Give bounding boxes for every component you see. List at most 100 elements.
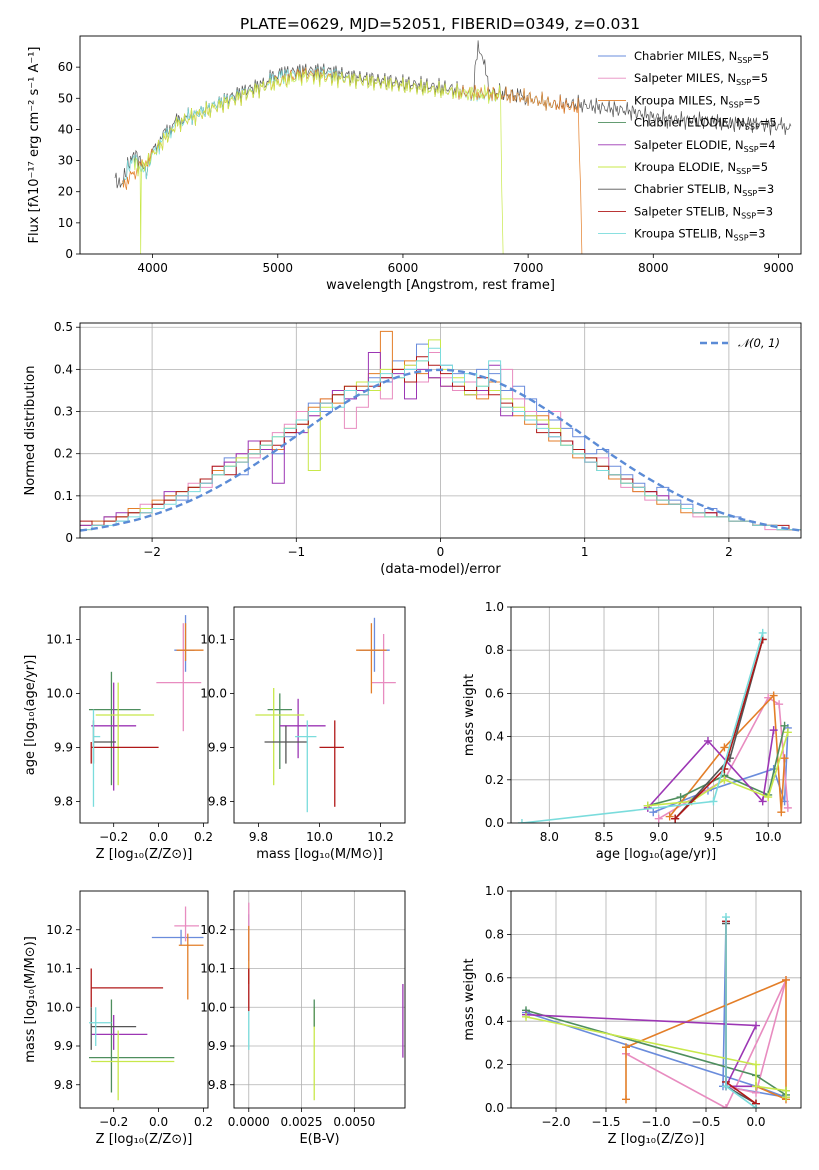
y-tick-label: 50 (58, 91, 73, 105)
y-tick-label: 10.2 (200, 923, 227, 937)
axes-frame (510, 606, 802, 824)
weight-point-0 (649, 808, 658, 817)
ticks-massweight-vs-age: 8.0 8.5 9.0 9.5 10.0 0.0 0.2 0.4 0.6 0.8 1.0 (485, 600, 782, 844)
legend-entry: Salpeter ELODIE, NSSP=4 (634, 138, 776, 154)
grid-mass-vs-ebv (234, 891, 405, 1108)
plot-area-age-vs-Z (88, 615, 204, 807)
y-tick-label: 9.9 (54, 740, 73, 754)
y-tick-label: 0.0 (485, 816, 504, 830)
y-tick-label: 0.4 (485, 730, 504, 744)
figure-title: PLATE=0629, MJD=52051, FIBERID=0349, z=0… (240, 15, 640, 33)
weight-point-2 (665, 812, 674, 821)
plot-layer: 4000 5000 6000 7000 8000 90000102030405060wav… (23, 35, 802, 1147)
x-axis-label: Z [log₁₀(Z/Z⊙)] (96, 847, 193, 862)
legend-entry: Chabrier MILES, NSSP=5 (634, 49, 769, 65)
axes-frame (79, 35, 802, 255)
y-tick-label: 0.2 (485, 1058, 504, 1072)
legend-count: =5 (752, 49, 769, 63)
errorbar-8 (295, 720, 317, 813)
weight-point-5 (764, 793, 773, 802)
weight-point-4 (752, 1021, 760, 1030)
x-tick-label: 8000 (638, 261, 669, 275)
errorbar-5 (95, 682, 155, 786)
y-tick-label: 0.2 (54, 447, 73, 461)
legend-subscript: SSP (744, 145, 759, 154)
legend-subscript: SSP (737, 56, 752, 65)
errorbar-8 (92, 709, 101, 807)
legend-count: =3 (756, 204, 773, 218)
y-tick-label: 40 (58, 122, 73, 136)
ticks-residuals: −2 −1 0 1 2 0 0.1 0.2 0.3 0.4 0.5 (54, 320, 733, 559)
panel-massweight-vs-Z: −2.0 −1.5 −1.0 −0.5 0.0 0.0 0.2 0.4 0.6 0.8 1.0 Z [… (462, 884, 802, 1147)
axes-frame (79, 890, 209, 1109)
legend-count: =3 (757, 182, 774, 196)
x-tick-label: 0.0 (746, 1115, 765, 1129)
plot-area-massweight-vs-Z (511, 891, 801, 1108)
legend-entry: Salpeter MILES, NSSP=5 (634, 71, 768, 87)
legend-count: =5 (751, 160, 768, 174)
spectrum-line-5 (133, 70, 504, 254)
legend-subscript: SSP (729, 100, 744, 109)
legend-count: =4 (759, 138, 776, 152)
weight-point-8 (758, 628, 767, 637)
y-tick-label: 0 (65, 531, 73, 545)
y-tick-label: 10.1 (200, 632, 227, 646)
errorbar-1 (174, 906, 200, 942)
axes-frame (233, 606, 406, 824)
axes-frame (233, 890, 406, 1109)
panel-residuals: −2 −1 0 1 2 0 0.1 0.2 0.3 0.4 0.5 (data-model)/erro… (23, 320, 802, 577)
panel-spectrum: 4000 5000 6000 7000 8000 9000 0 10 20 30 40 50 60 wav… (27, 35, 802, 293)
weight-point-2 (782, 975, 790, 984)
y-axis-label: Flux [fλ10⁻¹⁷ erg cm⁻² s⁻¹ A⁻¹] (27, 47, 42, 244)
weight-point-2 (622, 1095, 630, 1104)
errorbar-2 (178, 933, 204, 1000)
y-tick-label: 10 (58, 216, 73, 230)
weight-point-2 (769, 691, 778, 700)
errorbar-7 (90, 968, 164, 1008)
x-tick-label: 10.0 (755, 830, 782, 844)
y-tick-label: 0.2 (485, 773, 504, 787)
ticks-spectrum: 4000 5000 6000 7000 8000 9000 0 10 20 30 40 50 60 (58, 60, 794, 275)
legend-count: =3 (749, 227, 766, 241)
errorbar-4 (279, 698, 326, 759)
x-tick-label: 9.0 (649, 830, 668, 844)
x-tick-label: 9.5 (704, 830, 723, 844)
y-tick-label: 10.0 (46, 1000, 73, 1014)
y-tick-label: 9.9 (208, 1039, 227, 1053)
weight-point-8 (752, 1104, 760, 1108)
legend-count: =5 (744, 93, 761, 107)
legend-subscript: SSP (742, 189, 757, 198)
panel-massweight-vs-age: 8.0 8.5 9.0 9.5 10.0 0.0 0.2 0.4 0.6 0.8 1.0 age [l… (462, 600, 802, 862)
weight-point-2 (720, 743, 729, 752)
legend-count: =5 (760, 116, 777, 130)
x-tick-label: 0.0050 (333, 1115, 375, 1129)
x-tick-label: 0 (437, 545, 445, 559)
ticks-mass-vs-ebv: 0.0000 0.0025 0.0050 9.8 9.9 10.0 10.1 10.2 (200, 923, 375, 1129)
weight-line-8 (521, 632, 764, 823)
histogram-8 (80, 347, 801, 538)
y-axis-label: mass weight (462, 674, 477, 756)
plot-area-mass-vs-ebv (234, 891, 405, 1108)
weight-line-8 (725, 917, 757, 1108)
y-tick-label: 1.0 (485, 600, 504, 614)
weight-line-4 (647, 729, 775, 809)
plot-area-age-vs-mass (255, 617, 396, 813)
weight-point-5 (783, 728, 792, 737)
errorbar-0 (359, 617, 390, 672)
y-tick-label: 9.8 (208, 794, 227, 808)
y-tick-label: 20 (58, 185, 73, 199)
weight-line-4 (525, 1013, 758, 1088)
y-tick-label: 9.8 (208, 1078, 227, 1092)
y-tick-label: 1.0 (485, 884, 504, 898)
y-tick-label: 0.0 (485, 1101, 504, 1115)
y-tick-label: 30 (58, 154, 73, 168)
errorbar-7 (319, 720, 344, 807)
legend-subscript: SSP (741, 211, 756, 220)
weight-point-8 (722, 1082, 730, 1091)
x-tick-label: 10.2 (367, 830, 394, 844)
weight-point-3 (780, 721, 789, 730)
x-tick-label: 9.8 (249, 830, 268, 844)
plot-area-residuals (80, 323, 801, 538)
weight-point-4 (758, 797, 767, 806)
y-axis-label: age [log₁₀(age/yr)] (23, 655, 38, 776)
